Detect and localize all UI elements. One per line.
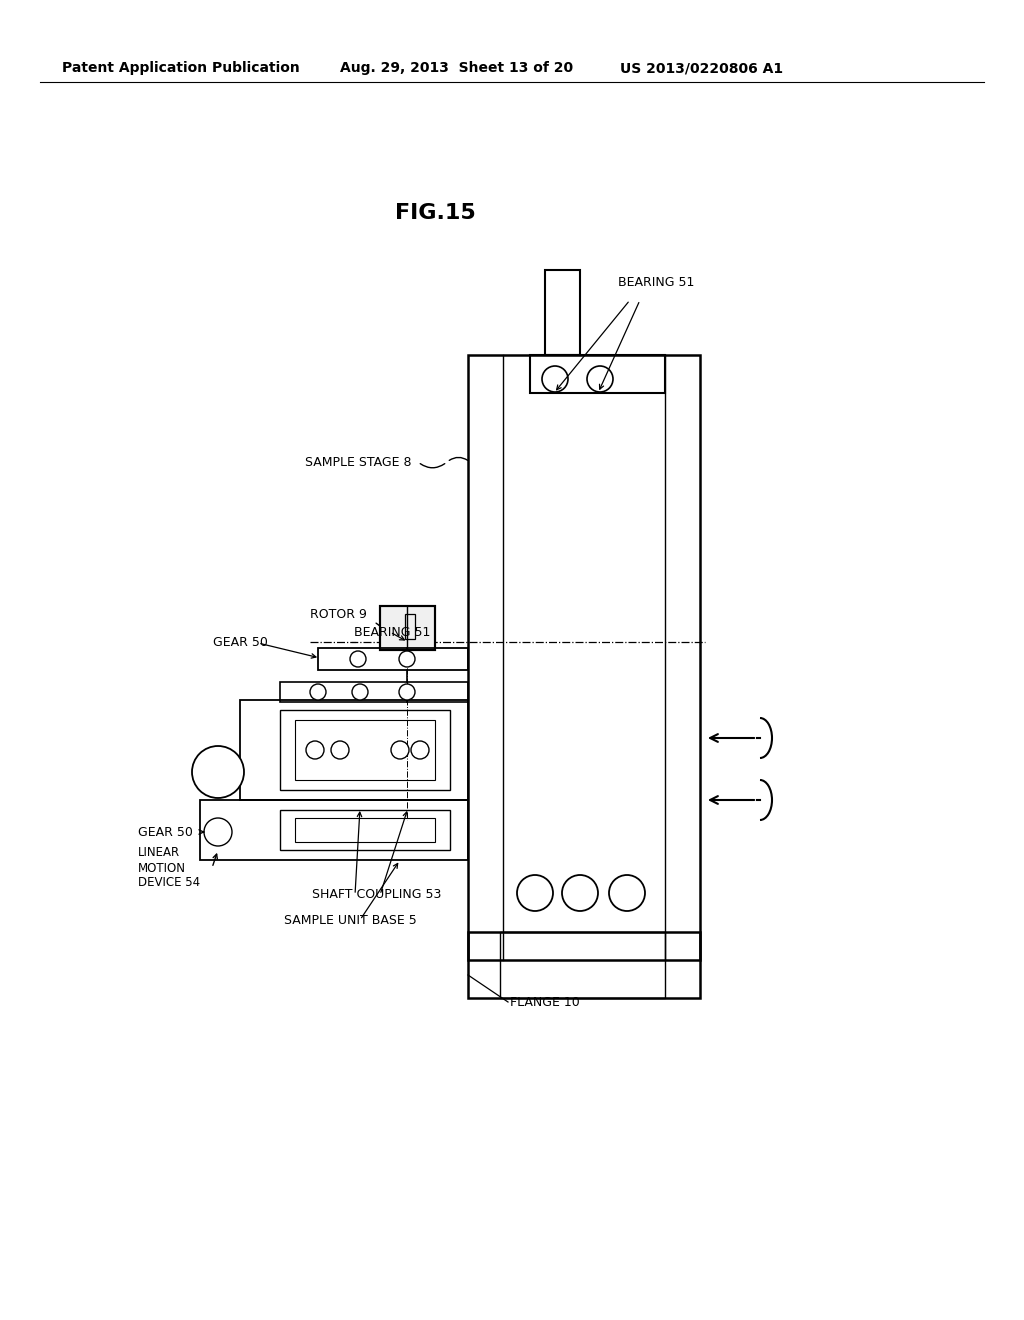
Circle shape (562, 875, 598, 911)
Text: FLANGE 10: FLANGE 10 (510, 995, 580, 1008)
Circle shape (609, 875, 645, 911)
Bar (406, 614, 415, 639)
Bar (468, 932, 700, 998)
Circle shape (399, 684, 415, 700)
Text: BEARING 51: BEARING 51 (354, 626, 430, 639)
Text: US 2013/0220806 A1: US 2013/0220806 A1 (620, 61, 783, 75)
Bar (380, 606, 435, 649)
Text: Aug. 29, 2013  Sheet 13 of 20: Aug. 29, 2013 Sheet 13 of 20 (340, 61, 573, 75)
Circle shape (193, 746, 244, 799)
Bar (530, 355, 665, 393)
Text: SAMPLE UNIT BASE 5: SAMPLE UNIT BASE 5 (284, 913, 417, 927)
Text: Patent Application Publication: Patent Application Publication (62, 61, 300, 75)
Bar (240, 700, 468, 800)
Circle shape (352, 684, 368, 700)
Bar (545, 271, 580, 355)
Bar (318, 648, 468, 671)
Circle shape (331, 741, 349, 759)
Bar (500, 932, 665, 998)
Bar (280, 710, 450, 789)
Text: SHAFT COUPLING 53: SHAFT COUPLING 53 (312, 888, 441, 902)
Circle shape (587, 366, 613, 392)
Circle shape (310, 684, 326, 700)
Bar (200, 800, 468, 861)
Text: GEAR 50: GEAR 50 (213, 636, 268, 649)
Text: LINEAR
MOTION
DEVICE 54: LINEAR MOTION DEVICE 54 (138, 846, 200, 890)
Bar (468, 355, 700, 960)
Circle shape (204, 818, 232, 846)
Text: ROTOR 9: ROTOR 9 (310, 609, 367, 622)
Bar (295, 818, 435, 842)
Text: FIG.15: FIG.15 (395, 203, 476, 223)
Text: BEARING 51: BEARING 51 (618, 276, 694, 289)
Bar (280, 810, 450, 850)
Circle shape (391, 741, 409, 759)
Circle shape (411, 741, 429, 759)
Text: GEAR 50: GEAR 50 (138, 825, 193, 838)
Bar (295, 719, 435, 780)
Circle shape (306, 741, 324, 759)
Circle shape (542, 366, 568, 392)
Text: SAMPLE STAGE 8: SAMPLE STAGE 8 (305, 455, 412, 469)
Bar (380, 606, 435, 649)
Circle shape (517, 875, 553, 911)
Circle shape (350, 651, 366, 667)
Circle shape (399, 651, 415, 667)
Bar (280, 682, 468, 702)
